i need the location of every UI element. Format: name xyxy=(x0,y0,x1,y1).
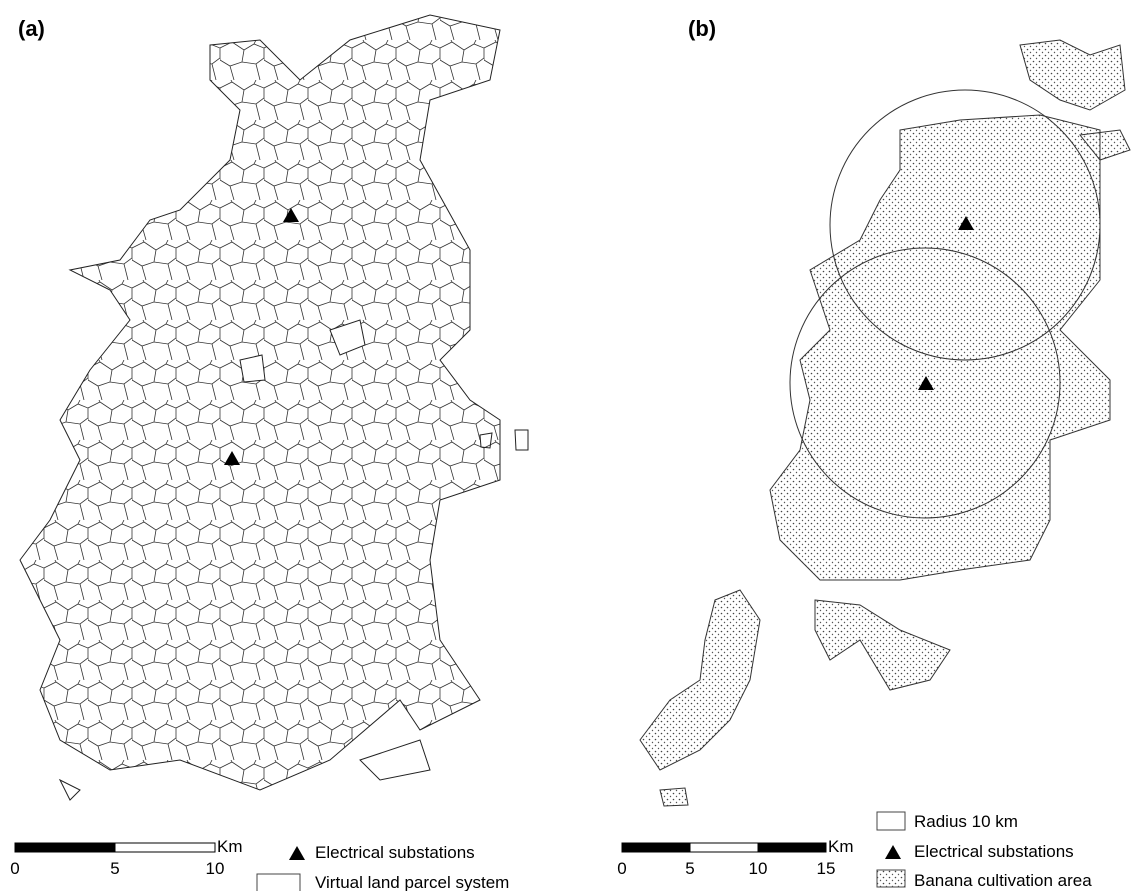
legend-symbol xyxy=(885,845,901,859)
scale-unit: Km xyxy=(828,837,854,856)
panel-label: (b) xyxy=(688,16,716,41)
scale-segment xyxy=(622,843,690,852)
legend-label: Electrical substations xyxy=(914,842,1074,861)
scale-tick-label: 10 xyxy=(749,859,768,878)
scale-segment xyxy=(15,843,115,852)
parcel-map xyxy=(20,15,528,800)
legend-label: Banana cultivation area xyxy=(914,871,1092,890)
legend-symbol xyxy=(289,846,305,860)
scale-tick-label: 5 xyxy=(685,859,694,878)
scale-segment xyxy=(758,843,826,852)
scale-segment xyxy=(115,843,215,852)
scale-tick-label: 0 xyxy=(10,859,19,878)
scale-tick-label: 15 xyxy=(817,859,836,878)
panel-label: (a) xyxy=(18,16,45,41)
legend-label: Virtual land parcel system xyxy=(315,873,509,891)
banana-map xyxy=(640,40,1130,806)
scale-tick-label: 5 xyxy=(110,859,119,878)
legend-label: Electrical substations xyxy=(315,843,475,862)
scale-unit: Km xyxy=(217,837,243,856)
scale-tick-label: 10 xyxy=(206,859,225,878)
legend-label: Radius 10 km xyxy=(914,812,1018,831)
legend-symbol xyxy=(257,874,300,891)
legend-symbol xyxy=(877,812,905,830)
figure: (a) (b) Electrical substations Virtual l… xyxy=(0,0,1137,891)
scale-tick-label: 0 xyxy=(617,859,626,878)
legend-symbol xyxy=(877,870,905,887)
scale-segment xyxy=(690,843,758,852)
